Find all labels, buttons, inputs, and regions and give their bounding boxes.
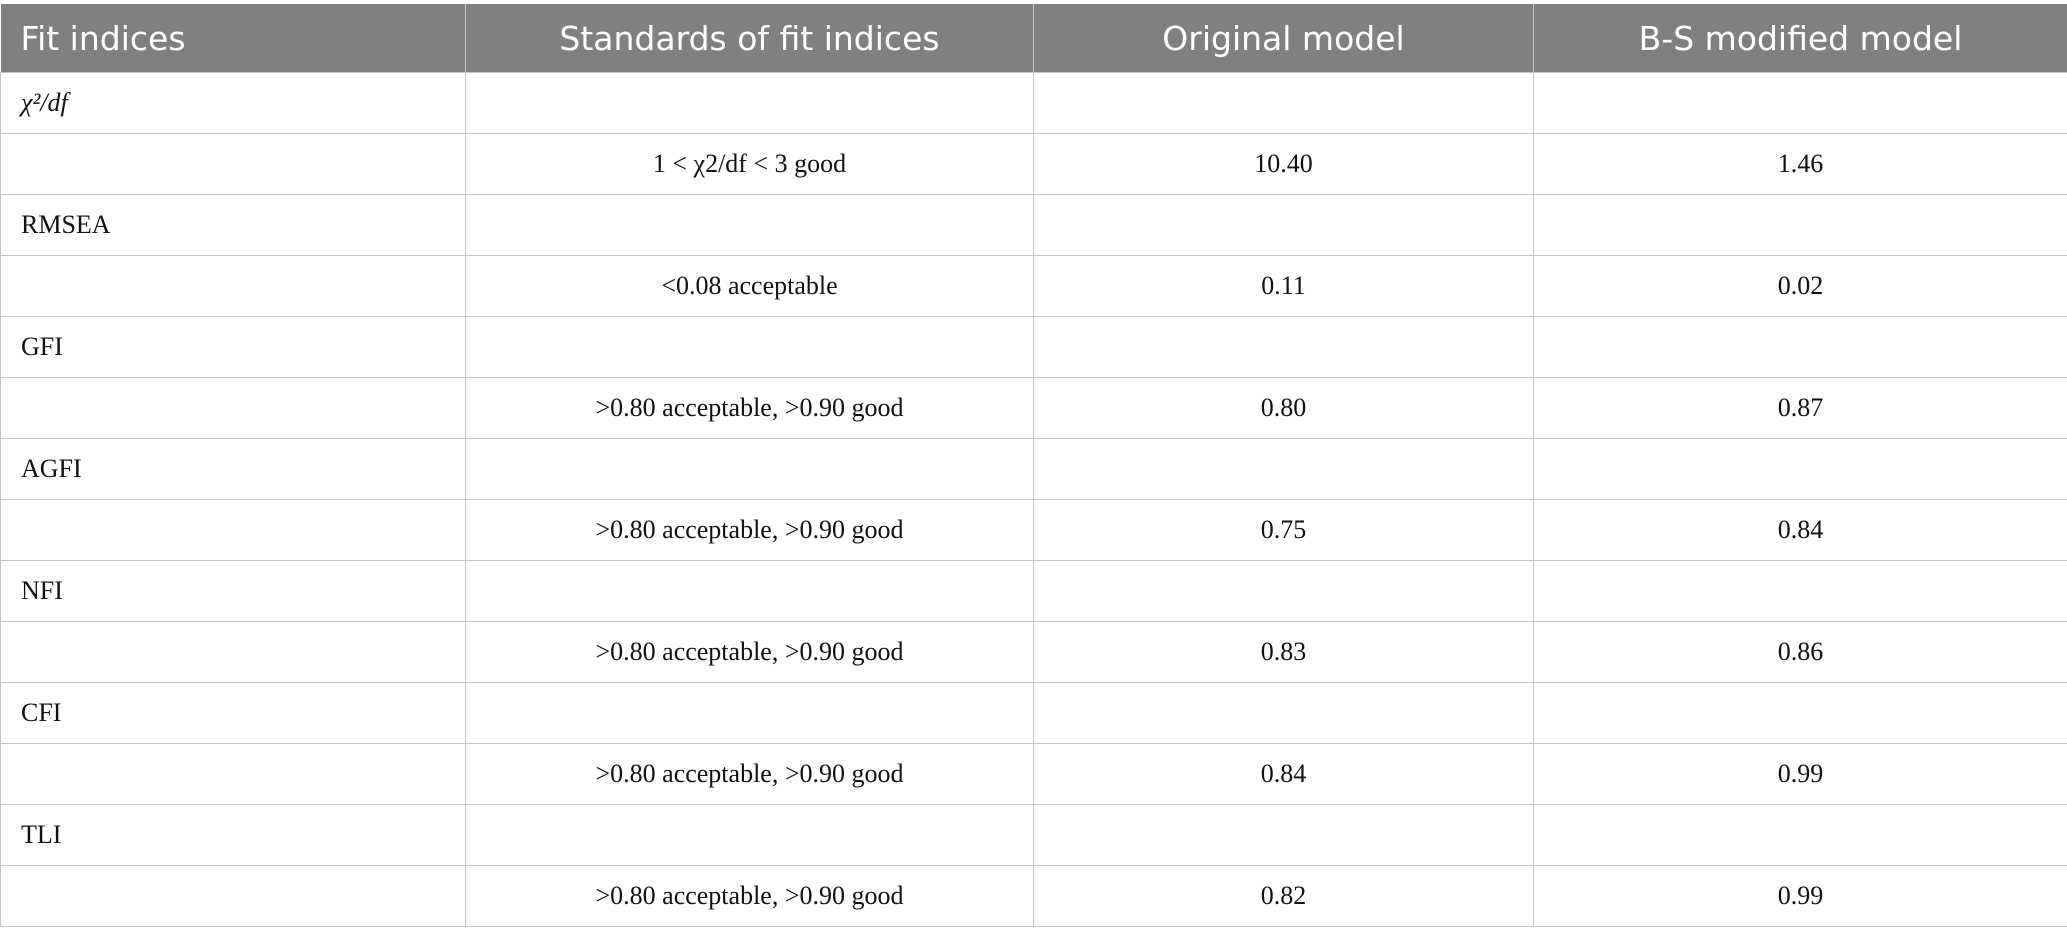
standard-cell: 1 < χ2/df < 3 good	[465, 133, 1034, 195]
value-row: >0.80 acceptable, >0.90 good 0.83 0.86	[0, 621, 2067, 683]
index-name: CFI	[0, 682, 466, 744]
value-row: >0.80 acceptable, >0.90 good 0.75 0.84	[0, 499, 2067, 561]
empty-cell	[1033, 316, 1534, 378]
value-row: >0.80 acceptable, >0.90 good 0.80 0.87	[0, 377, 2067, 439]
index-row: CFI	[0, 682, 2067, 744]
value-row: >0.80 acceptable, >0.90 good 0.82 0.99	[0, 865, 2067, 927]
original-cell: 0.80	[1033, 377, 1534, 439]
standard-cell: >0.80 acceptable, >0.90 good	[465, 865, 1034, 927]
index-name: TLI	[0, 804, 466, 866]
index-row: TLI	[0, 804, 2067, 866]
index-name: RMSEA	[0, 194, 466, 256]
standard-cell: >0.80 acceptable, >0.90 good	[465, 621, 1034, 683]
empty-cell	[1533, 438, 2067, 500]
empty-cell	[1033, 438, 1534, 500]
original-cell: 0.83	[1033, 621, 1534, 683]
original-cell: 0.84	[1033, 743, 1534, 805]
empty-cell	[0, 865, 466, 927]
modified-cell: 1.46	[1533, 133, 2067, 195]
standard-cell: <0.08 acceptable	[465, 255, 1034, 317]
empty-cell	[0, 255, 466, 317]
header-cell: B-S modified model	[1533, 4, 2067, 73]
table-body: χ²/df 1 < χ2/df < 3 good 10.40 1.46 RMSEA <0.…	[0, 72, 2067, 927]
value-row: 1 < χ2/df < 3 good 10.40 1.46	[0, 133, 2067, 195]
page: {"table": { "header": ["Fit indices", "S…	[0, 4, 2067, 952]
empty-cell	[465, 316, 1034, 378]
value-row: <0.08 acceptable 0.11 0.02	[0, 255, 2067, 317]
original-cell: 0.75	[1033, 499, 1534, 561]
header-cell: Original model	[1033, 4, 1534, 73]
original-cell: 0.82	[1033, 865, 1534, 927]
index-name: χ²/df	[0, 72, 466, 134]
header-row: Fit indices Standards of fit indices Origi…	[0, 4, 2067, 73]
original-cell: 0.11	[1033, 255, 1534, 317]
header-cell: Standards of fit indices	[465, 4, 1034, 73]
index-name: NFI	[0, 560, 466, 622]
empty-cell	[1533, 560, 2067, 622]
index-row: RMSEA	[0, 194, 2067, 256]
empty-cell	[0, 377, 466, 439]
empty-cell	[0, 743, 466, 805]
modified-cell: 0.87	[1533, 377, 2067, 439]
modified-cell: 0.02	[1533, 255, 2067, 317]
empty-cell	[1033, 72, 1534, 134]
index-row: χ²/df	[0, 72, 2067, 134]
empty-cell	[465, 72, 1034, 134]
empty-cell	[465, 804, 1034, 866]
standard-cell: >0.80 acceptable, >0.90 good	[465, 743, 1034, 805]
empty-cell	[465, 194, 1034, 256]
value-row: >0.80 acceptable, >0.90 good 0.84 0.99	[0, 743, 2067, 805]
empty-cell	[0, 133, 466, 195]
empty-cell	[1533, 194, 2067, 256]
index-name: AGFI	[0, 438, 466, 500]
modified-cell: 0.99	[1533, 865, 2067, 927]
empty-cell	[1033, 194, 1534, 256]
empty-cell	[1033, 560, 1534, 622]
empty-cell	[1033, 682, 1534, 744]
empty-cell	[1533, 316, 2067, 378]
original-cell: 10.40	[1033, 133, 1534, 195]
empty-cell	[465, 682, 1034, 744]
modified-cell: 0.84	[1533, 499, 2067, 561]
empty-cell	[1533, 804, 2067, 866]
empty-cell	[1033, 804, 1534, 866]
index-name: GFI	[0, 316, 466, 378]
standard-cell: >0.80 acceptable, >0.90 good	[465, 377, 1034, 439]
empty-cell	[465, 438, 1034, 500]
fit-table: Fit indices Standards of fit indices Origi…	[0, 4, 2067, 927]
index-row: AGFI	[0, 438, 2067, 500]
index-row: GFI	[0, 316, 2067, 378]
modified-cell: 0.99	[1533, 743, 2067, 805]
standard-cell: >0.80 acceptable, >0.90 good	[465, 499, 1034, 561]
index-row: NFI	[0, 560, 2067, 622]
modified-cell: 0.86	[1533, 621, 2067, 683]
empty-cell	[0, 499, 466, 561]
empty-cell	[465, 560, 1034, 622]
empty-cell	[0, 621, 466, 683]
empty-cell	[1533, 72, 2067, 134]
header-cell: Fit indices	[0, 4, 466, 73]
empty-cell	[1533, 682, 2067, 744]
